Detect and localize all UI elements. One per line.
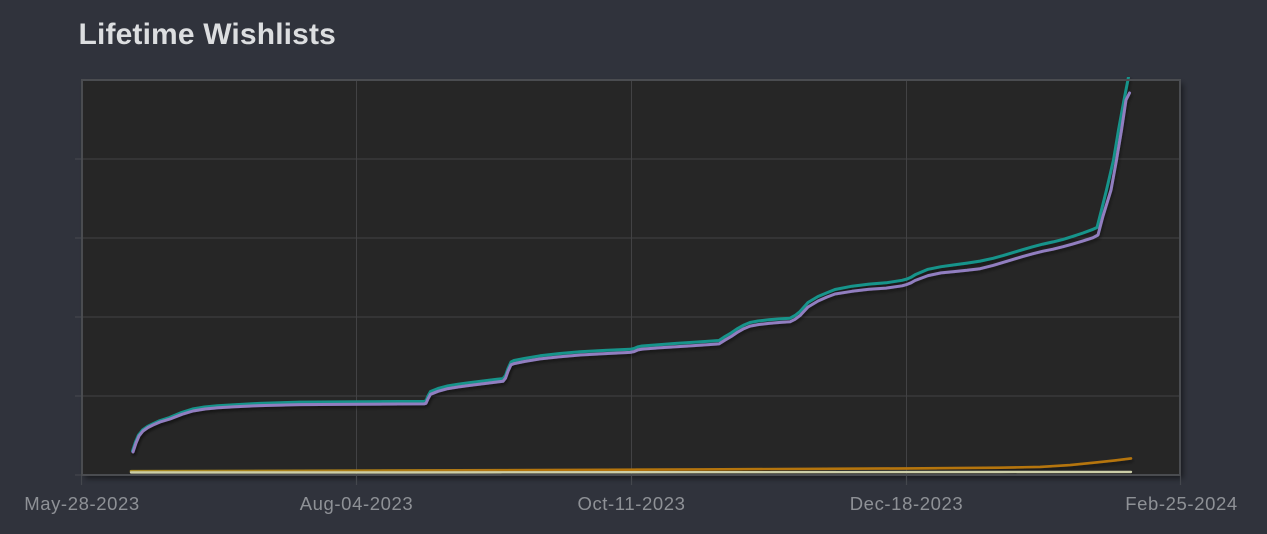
svg-text:Aug-04-2023: Aug-04-2023 xyxy=(300,493,414,514)
svg-text:Lifetime Wishlists: Lifetime Wishlists xyxy=(79,18,336,51)
svg-text:May-28-2023: May-28-2023 xyxy=(24,493,140,514)
svg-text:Dec-18-2023: Dec-18-2023 xyxy=(850,493,964,514)
svg-text:Oct-11-2023: Oct-11-2023 xyxy=(577,493,685,514)
svg-text:Feb-25-2024: Feb-25-2024 xyxy=(1125,493,1238,514)
